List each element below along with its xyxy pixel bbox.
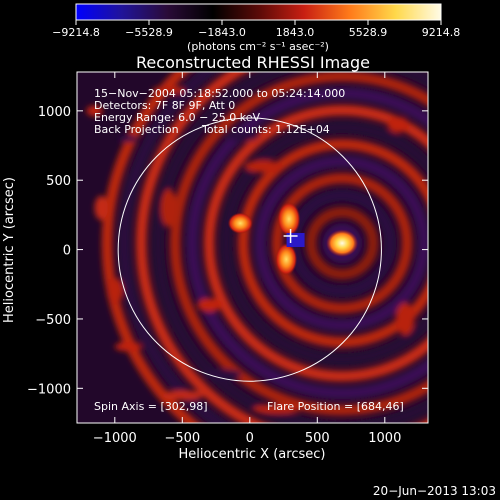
fringe-blob xyxy=(395,302,415,336)
fringe-ring xyxy=(203,104,428,382)
timestamp: 20−Jun−2013 13:03 xyxy=(373,484,496,498)
colorbar-ticks: −9214.8 −5528.9 −1843.0 1843.0 5528.9 9214.8 xyxy=(52,20,460,39)
source-blob xyxy=(227,212,253,234)
fringe-blob xyxy=(106,277,123,305)
source-blob xyxy=(277,201,301,237)
fringe-ring xyxy=(254,155,428,331)
fringe-ring xyxy=(305,206,379,280)
fringe-pattern xyxy=(86,72,428,423)
fringe-blob xyxy=(387,116,410,133)
source-blob xyxy=(326,229,359,257)
colorbar-units: (photons cm⁻² s⁻¹ asec⁻²) xyxy=(187,40,329,53)
plot-frame xyxy=(76,71,429,424)
plot-area xyxy=(77,72,428,423)
colorbar-tick-label: −5528.9 xyxy=(125,26,173,39)
colorbar-tick-label: 9214.8 xyxy=(422,26,461,39)
y-tick-label: 500 xyxy=(46,174,71,189)
y-tick-label: 0 xyxy=(63,244,71,259)
y-tick-label: −1000 xyxy=(27,382,71,397)
fringe-blob xyxy=(94,195,109,221)
colorbar-gradient xyxy=(75,3,442,21)
source-blob xyxy=(275,242,298,276)
fringe-blob xyxy=(160,189,177,227)
colorbar-tick-label: 1843.0 xyxy=(276,26,315,39)
flare-position-label: Flare Position = [684,46] xyxy=(267,400,404,413)
fringe-ring xyxy=(135,72,428,423)
fringe-blob xyxy=(118,135,138,142)
fringe-ring xyxy=(118,72,229,423)
annotation-block: 15−Nov−2004 05:18:52.000 to 05:24:14.000… xyxy=(94,87,404,413)
total-counts-label: Total counts: 1.12E+04 xyxy=(201,123,330,136)
y-axis: −1000 −500 0 500 1000 xyxy=(27,105,428,397)
y-axis-label: Heliocentric Y (arcsec) xyxy=(2,177,17,323)
x-tick-label: 1000 xyxy=(368,431,401,446)
fringe-blob xyxy=(114,341,142,352)
colorbar: −9214.8 −5528.9 −1843.0 1843.0 5528.9 9214.8 … xyxy=(52,3,460,53)
solar-limb-circle xyxy=(117,117,382,382)
x-tick-label: 500 xyxy=(305,431,330,446)
colorbar-tick-label: −1843.0 xyxy=(198,26,246,39)
y-tick-label: −500 xyxy=(35,313,71,328)
colorbar-tick-label: 5528.9 xyxy=(349,26,388,39)
x-tick-label: −500 xyxy=(164,431,200,446)
fringe-blob xyxy=(197,298,222,312)
fringe-ring xyxy=(237,138,428,348)
chart-title: Reconstructed RHESSI Image xyxy=(136,53,370,72)
fringe-blob xyxy=(152,85,185,95)
observation-time: 15−Nov−2004 05:18:52.000 to 05:24:14.000 xyxy=(94,87,345,100)
detectors-label: Detectors: 7F 8F 9F, Att 0 xyxy=(94,99,235,112)
spin-axis-label: Spin Axis = [302,98] xyxy=(94,400,208,413)
fringe-ring xyxy=(152,72,428,423)
y-tick-label: 1000 xyxy=(38,105,71,120)
fringe-blob xyxy=(244,160,283,173)
fringe-blob xyxy=(160,390,204,400)
x-axis-label: Heliocentric X (arcsec) xyxy=(179,447,326,462)
spin-axis-patch xyxy=(286,232,305,247)
fringe-ring xyxy=(186,87,428,399)
fringe-ring xyxy=(101,72,200,423)
energy-range-label: Energy Range: 6.0 − 25.0 keV xyxy=(94,111,261,124)
fringe-blob xyxy=(86,105,103,117)
fringe-blob xyxy=(226,130,260,142)
spin-axis-marker xyxy=(283,228,305,247)
colorbar-tick-label: −9214.8 xyxy=(52,26,100,39)
fringe-ring xyxy=(169,72,428,416)
x-tick-label: 0 xyxy=(246,431,254,446)
fringe-ring xyxy=(220,121,428,365)
source-blobs xyxy=(227,201,359,276)
x-axis: −1000 −500 0 500 1000 xyxy=(93,72,401,446)
method-label: Back Projection xyxy=(94,123,179,136)
x-tick-label: −1000 xyxy=(93,431,137,446)
fringe-blob xyxy=(252,404,302,414)
fringe-ring xyxy=(271,172,413,314)
fringe-blob xyxy=(203,369,242,380)
